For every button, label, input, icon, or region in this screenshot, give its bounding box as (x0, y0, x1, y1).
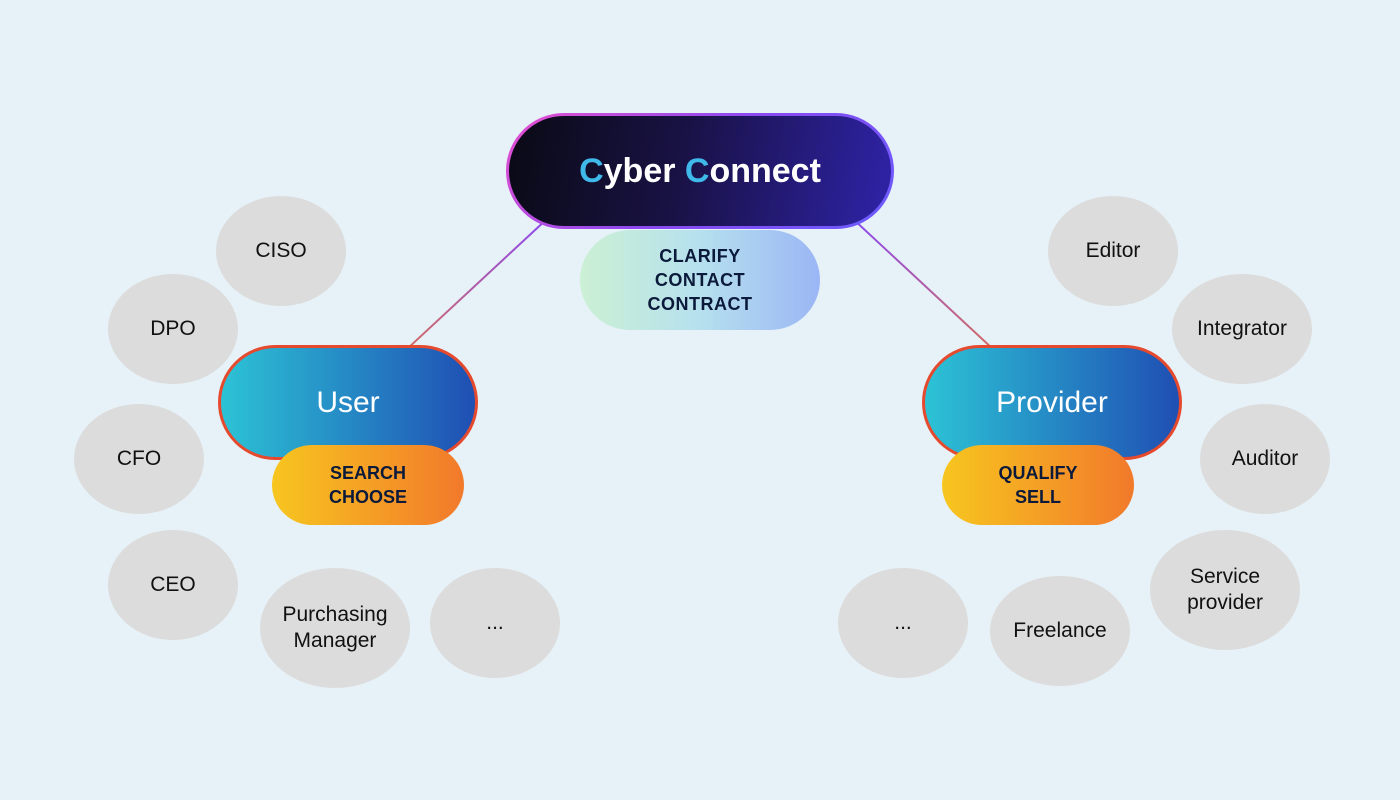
right-node-provider: Provider (922, 345, 1182, 460)
right-node-label: Provider (996, 386, 1108, 420)
left-node-user: User (218, 345, 478, 460)
role-bubble: Integrator (1172, 274, 1312, 384)
top-sub-lines: CLARIFYCONTACTCONTRACT (648, 244, 753, 317)
role-bubble: CISO (216, 196, 346, 306)
top-node-label: Cyber Connect (579, 152, 821, 191)
role-bubble: DPO (108, 274, 238, 384)
top-node-cyber-connect: Cyber Connect (506, 113, 894, 229)
diagram-canvas: Cyber Connect CLARIFYCONTACTCONTRACT Use… (0, 0, 1400, 800)
role-bubble: Freelance (990, 576, 1130, 686)
role-bubble: CEO (108, 530, 238, 640)
left-sub-pill: SEARCHCHOOSE (272, 445, 464, 525)
left-sub-lines: SEARCHCHOOSE (329, 461, 407, 510)
role-bubble: ... (838, 568, 968, 678)
role-bubble: CFO (74, 404, 204, 514)
top-sub-pill: CLARIFYCONTACTCONTRACT (580, 230, 820, 330)
role-bubble: Auditor (1200, 404, 1330, 514)
role-bubble: Service provider (1150, 530, 1300, 650)
role-bubble: Editor (1048, 196, 1178, 306)
left-node-label: User (316, 386, 379, 420)
right-sub-pill: QUALIFYSELL (942, 445, 1134, 525)
role-bubble: ... (430, 568, 560, 678)
right-sub-lines: QUALIFYSELL (999, 461, 1078, 510)
role-bubble: Purchasing Manager (260, 568, 410, 688)
